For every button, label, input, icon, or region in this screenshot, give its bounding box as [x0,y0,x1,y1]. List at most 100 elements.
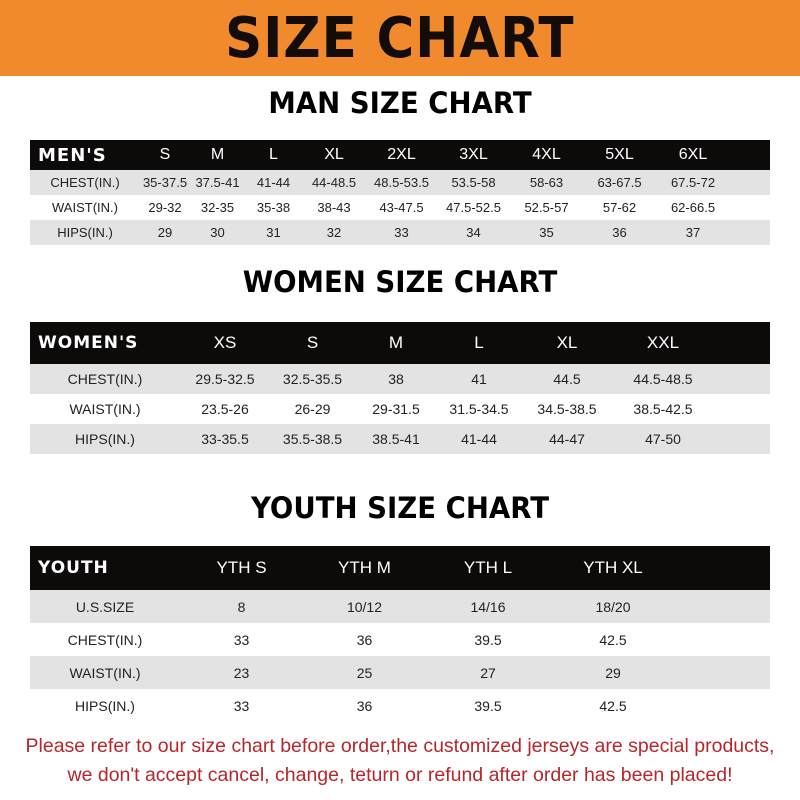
notice-line-1: Please refer to our size chart before or… [25,735,775,757]
size-header-cell: M [190,140,245,170]
measurement-label: CHEST(IN.) [30,623,180,656]
measurement-value: 62-66.5 [656,195,730,220]
measurement-value: 44-48.5 [302,170,366,195]
page-title: SIZE CHART [225,5,575,71]
measurement-value: 38-43 [302,195,366,220]
empty-cell [676,623,770,656]
measurement-value: 42.5 [550,623,676,656]
size-header-cell: 4XL [510,140,583,170]
table-title-cell: YOUTH [30,546,180,590]
size-header-cell: L [245,140,302,170]
size-header-cell: 5XL [583,140,656,170]
size-header-cell: M [355,322,437,364]
measurement-label: WAIST(IN.) [30,394,180,424]
size-header-cell: XL [521,322,613,364]
measurement-value: 43-47.5 [366,195,437,220]
measurement-value: 37 [656,220,730,245]
size-header-cell: YTH M [303,546,426,590]
measurement-value: 42.5 [550,689,676,722]
size-header-cell: S [270,322,355,364]
empty-cell [713,322,770,364]
measurement-value: 67.5-72 [656,170,730,195]
title-banner: SIZE CHART [0,0,800,76]
measurement-value: 44.5-48.5 [613,364,713,394]
empty-cell [730,140,770,170]
empty-cell [713,424,770,454]
empty-cell [730,170,770,195]
size-header-cell: XXL [613,322,713,364]
measurement-value: 29 [550,656,676,689]
table-row: CHEST(IN.) 35-37.5 37.5-41 41-44 44-48.5 48.5… [30,170,770,195]
table-row: HIPS(IN.) 33-35.5 35.5-38.5 38.5-41 41-44 44-… [30,424,770,454]
empty-cell [713,394,770,424]
women-section-title: WOMEN SIZE CHART [242,265,558,299]
measurement-value: 29.5-32.5 [180,364,270,394]
measurement-label: HIPS(IN.) [30,689,180,722]
notice-line-2: we don't accept cancel, change, teturn o… [67,764,733,786]
size-header-cell: XL [302,140,366,170]
measurement-value: 18/20 [550,590,676,623]
measurement-value: 14/16 [426,590,550,623]
table-header-row: YOUTH YTH S YTH M YTH L YTH XL [30,546,770,590]
measurement-label: U.S.SIZE [30,590,180,623]
measurement-value: 33 [180,623,303,656]
measurement-value: 53.5-58 [437,170,510,195]
measurement-value: 23 [180,656,303,689]
table-row: U.S.SIZE 8 10/12 14/16 18/20 [30,590,770,623]
size-header-cell: 3XL [437,140,510,170]
measurement-value: 26-29 [270,394,355,424]
measurement-value: 10/12 [303,590,426,623]
measurement-value: 32-35 [190,195,245,220]
measurement-value: 35-38 [245,195,302,220]
measurement-value: 34 [437,220,510,245]
table-title-cell: MEN'S [30,140,140,170]
measurement-value: 31 [245,220,302,245]
measurement-value: 57-62 [583,195,656,220]
women-size-table: WOMEN'S XS S M L XL XXL CHEST(IN.) 29.5-32.5 32.5… [30,322,770,454]
measurement-value: 38 [355,364,437,394]
measurement-value: 25 [303,656,426,689]
measurement-value: 41-44 [245,170,302,195]
measurement-value: 29-31.5 [355,394,437,424]
measurement-value: 35-37.5 [140,170,190,195]
measurement-value: 34.5-38.5 [521,394,613,424]
measurement-value: 33-35.5 [180,424,270,454]
measurement-value: 36 [303,623,426,656]
measurement-value: 31.5-34.5 [437,394,521,424]
measurement-label: CHEST(IN.) [30,364,180,394]
size-header-cell: XS [180,322,270,364]
measurement-value: 39.5 [426,689,550,722]
measurement-value: 47.5-52.5 [437,195,510,220]
empty-cell [676,656,770,689]
measurement-value: 32 [302,220,366,245]
measurement-label: WAIST(IN.) [30,195,140,220]
empty-cell [676,689,770,722]
size-header-cell: 6XL [656,140,730,170]
measurement-value: 30 [190,220,245,245]
empty-cell [730,220,770,245]
empty-cell [713,364,770,394]
table-row: WAIST(IN.) 29-32 32-35 35-38 38-43 43-47.5 47.… [30,195,770,220]
table-row: CHEST(IN.) 33 36 39.5 42.5 [30,623,770,656]
men-size-table: MEN'S S M L XL 2XL 3XL 4XL 5XL 6XL CHEST(IN.) 35-37… [30,140,770,245]
measurement-value: 23.5-26 [180,394,270,424]
empty-cell [676,546,770,590]
measurement-value: 38.5-42.5 [613,394,713,424]
measurement-value: 36 [303,689,426,722]
size-header-cell: YTH L [426,546,550,590]
measurement-value: 35 [510,220,583,245]
youth-size-table: YOUTH YTH S YTH M YTH L YTH XL U.S.SIZE 8 10/12… [30,546,770,722]
measurement-value: 29 [140,220,190,245]
table-row: WAIST(IN.) 23 25 27 29 [30,656,770,689]
measurement-value: 32.5-35.5 [270,364,355,394]
measurement-value: 48.5-53.5 [366,170,437,195]
measurement-label: CHEST(IN.) [30,170,140,195]
measurement-value: 8 [180,590,303,623]
measurement-value: 38.5-41 [355,424,437,454]
measurement-value: 41-44 [437,424,521,454]
measurement-value: 63-67.5 [583,170,656,195]
table-row: HIPS(IN.) 29 30 31 32 33 34 35 36 37 [30,220,770,245]
table-title-cell: WOMEN'S [30,322,180,364]
size-header-cell: L [437,322,521,364]
men-section-title: MAN SIZE CHART [268,86,532,120]
